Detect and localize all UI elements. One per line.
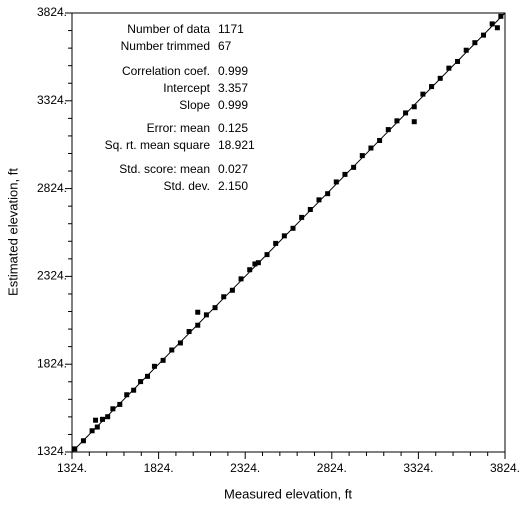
point (105, 414, 111, 420)
point (342, 171, 348, 177)
stat-label: Slope (179, 98, 210, 112)
y-tick-label: 1824. (37, 356, 67, 370)
y-tick-label: 3324. (37, 93, 67, 107)
point (333, 179, 339, 185)
stat-value: 3.357 (218, 81, 248, 95)
stat-value: 18.921 (218, 138, 255, 152)
stat-label: Number of data (127, 22, 210, 36)
stat-label: Intercept (163, 81, 210, 95)
point (255, 260, 261, 266)
x-tick-label: 3324. (403, 461, 433, 475)
point (394, 118, 400, 124)
point (463, 47, 469, 53)
point (446, 65, 452, 71)
point (195, 322, 201, 328)
point (72, 446, 78, 452)
point (203, 312, 209, 318)
point (489, 21, 495, 27)
point (290, 225, 296, 231)
stat-label: Error: mean (147, 121, 210, 135)
point (94, 424, 100, 430)
point (368, 145, 374, 151)
point (281, 233, 287, 239)
point (377, 137, 383, 143)
y-tick-label: 1324. (37, 444, 67, 458)
stat-value: 2.150 (218, 179, 248, 193)
point (307, 206, 313, 212)
stat-value: 1171 (218, 22, 244, 36)
y-tick-label: 2324. (37, 269, 67, 283)
point (264, 252, 270, 258)
stat-value: 0.999 (218, 64, 248, 78)
point (385, 127, 391, 133)
point (498, 13, 504, 19)
stat-value: 0.999 (218, 98, 248, 112)
y-tick-label: 2824. (37, 181, 67, 195)
plot-frame (71, 12, 506, 453)
x-tick-label: 3824. (490, 461, 520, 475)
point (420, 91, 426, 97)
point (151, 363, 157, 369)
point (99, 416, 105, 422)
point (411, 104, 417, 110)
point (494, 25, 500, 31)
point (80, 438, 86, 444)
point (89, 428, 95, 434)
point (124, 392, 130, 398)
stat-label: Std. score: mean (119, 162, 210, 176)
point (359, 153, 365, 159)
point (195, 309, 201, 315)
point (403, 110, 409, 116)
point (238, 276, 244, 282)
point (316, 197, 322, 203)
point (93, 417, 99, 423)
point (186, 329, 192, 335)
point (138, 379, 144, 385)
x-tick-label: 2324. (230, 461, 260, 475)
point (455, 58, 461, 64)
x-axis-title: Measured elevation, ft (224, 486, 352, 501)
point (212, 305, 218, 311)
point (221, 294, 227, 300)
point (437, 75, 443, 81)
point (472, 40, 478, 46)
point (411, 119, 417, 125)
x-tick-label: 1324. (57, 461, 87, 475)
stat-label: Std. dev. (164, 179, 210, 193)
point (131, 387, 137, 393)
point (160, 357, 166, 363)
point (110, 406, 116, 412)
point (229, 287, 235, 293)
point (325, 191, 331, 197)
stat-label: Sq. rt. mean square (105, 138, 211, 152)
stat-label: Number trimmed (121, 39, 210, 53)
point (252, 261, 258, 267)
point (145, 373, 151, 379)
point (117, 401, 123, 407)
stat-value: 0.027 (218, 162, 248, 176)
point (169, 347, 175, 353)
point (351, 164, 357, 170)
point (273, 240, 279, 246)
point (429, 84, 435, 90)
stat-value: 67 (218, 39, 232, 53)
stat-label: Correlation coef. (122, 64, 210, 78)
y-tick-label: 3824. (37, 5, 67, 19)
point (177, 340, 183, 346)
x-tick-label: 2824. (317, 461, 347, 475)
x-tick-label: 1824. (144, 461, 174, 475)
point (481, 32, 487, 38)
point (247, 267, 253, 273)
stat-value: 0.125 (218, 121, 248, 135)
point (299, 214, 305, 220)
y-axis-title: Estimated elevation, ft (5, 168, 20, 296)
